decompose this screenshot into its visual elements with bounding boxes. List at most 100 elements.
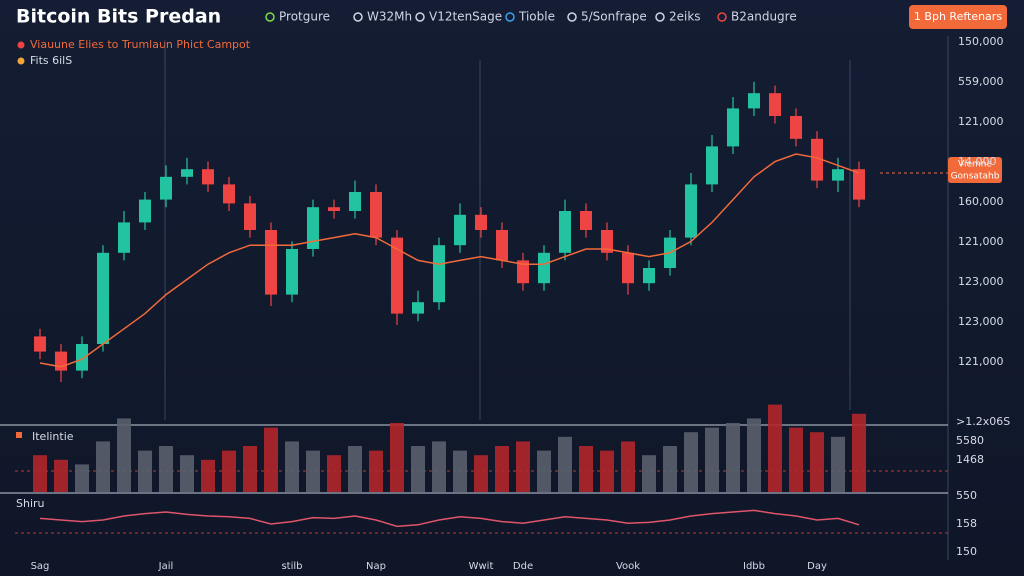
legend-label: Viauune Elies to Trumlaun Phict Campot xyxy=(30,38,251,51)
volume-bar xyxy=(642,455,656,492)
action-button[interactable] xyxy=(909,5,1007,29)
volume-bar xyxy=(705,427,719,492)
tab-label[interactable]: V12tenSage xyxy=(429,10,502,24)
candle-body xyxy=(286,249,298,295)
x-tick-label: Wwit xyxy=(469,561,494,572)
candle-body xyxy=(118,222,130,253)
x-tick-label: Jail xyxy=(158,561,174,572)
action-button-label[interactable]: 1 Bph Reftenars xyxy=(914,10,1002,23)
volume-bar xyxy=(516,441,530,492)
tab-label[interactable]: W32Mh xyxy=(367,10,412,24)
volume-bar xyxy=(33,455,47,492)
candle-body xyxy=(496,230,508,261)
volume-bar xyxy=(558,436,572,492)
rsi-axis-label: 158 xyxy=(956,517,977,530)
tab-bar: Protgure W32Mh V12tenSage Tioble 5/Sonfrape 2… xyxy=(265,10,797,24)
volume-bar xyxy=(411,446,425,492)
tab-label[interactable]: B2andugre xyxy=(731,10,797,24)
volume-bar xyxy=(432,441,446,492)
panel-icon xyxy=(16,432,22,438)
volume-bar xyxy=(810,432,824,492)
volume-bar xyxy=(726,423,740,492)
candle-body xyxy=(706,146,718,185)
price-tag-label: Gonsatahb xyxy=(951,172,1000,182)
price-axis-label: 559,000 xyxy=(958,75,1004,88)
volume-bar xyxy=(138,450,152,492)
candle-body xyxy=(538,252,550,284)
volume-bar xyxy=(474,455,488,492)
volume-bar xyxy=(453,450,467,492)
tab-icon xyxy=(567,12,577,22)
candle-body xyxy=(202,169,214,185)
rsi-title: Shiru xyxy=(16,497,45,510)
volume-bar xyxy=(348,446,362,492)
candle-body xyxy=(853,169,865,200)
price-axis-label: 14,000 xyxy=(958,155,997,168)
rsi-line xyxy=(39,509,860,528)
price-axis-label: 160,000 xyxy=(958,195,1004,208)
candle-body xyxy=(307,207,319,249)
candle-body xyxy=(55,351,67,371)
tab-label[interactable]: 5/Sonfrape xyxy=(581,10,647,24)
tab-icon xyxy=(415,12,425,22)
candle-body xyxy=(265,230,277,295)
candle-body xyxy=(727,108,739,147)
candle-body xyxy=(748,93,760,109)
candle-body xyxy=(391,237,403,314)
candle-body xyxy=(328,207,340,211)
price-tag-label: Viemne xyxy=(958,160,992,170)
tab-label[interactable]: Protgure xyxy=(279,10,330,24)
candle-body xyxy=(349,192,361,211)
volume-bar xyxy=(789,427,803,492)
rsi-axis-label: 150 xyxy=(956,545,977,558)
volume-bar xyxy=(201,459,215,492)
volume-bar xyxy=(747,418,761,492)
volume-axis-label: >1.2x06S xyxy=(956,415,1010,428)
x-tick-label: Nap xyxy=(366,561,386,572)
volume-bar xyxy=(117,418,131,492)
volume-bar xyxy=(852,413,866,492)
candle-body xyxy=(475,214,487,230)
candle-body xyxy=(139,199,151,223)
candle-body xyxy=(370,192,382,238)
x-tick-label: stilb xyxy=(281,561,302,572)
price-axis-label: 123,000 xyxy=(958,275,1004,288)
volume-title: Itelintie xyxy=(32,430,74,443)
volume-bar xyxy=(684,432,698,492)
price-axis-label: 121,000 xyxy=(958,115,1004,128)
tab-icon xyxy=(265,12,275,22)
x-tick-label: Vook xyxy=(616,561,640,572)
volume-bar xyxy=(327,455,341,492)
price-axis-label: 123,000 xyxy=(958,315,1004,328)
tab-label[interactable]: Tioble xyxy=(518,10,555,24)
candle-body xyxy=(160,176,172,200)
legend-dot xyxy=(17,41,25,49)
volume-bar xyxy=(306,450,320,492)
volume-bar xyxy=(75,464,89,492)
volume-bar xyxy=(579,446,593,492)
tab-label[interactable]: 2eiks xyxy=(669,10,701,24)
x-tick-label: Day xyxy=(807,561,827,572)
rsi-axis-label: 550 xyxy=(956,489,977,502)
candle-body xyxy=(601,230,613,253)
candle-body xyxy=(244,203,256,230)
volume-bar xyxy=(663,446,677,492)
volume-bar xyxy=(831,436,845,492)
volume-bar xyxy=(264,427,278,492)
candle-body xyxy=(517,260,529,284)
volume-axis-label: 5580 xyxy=(956,434,984,447)
vertical-guides xyxy=(164,36,949,560)
candle-body xyxy=(76,344,88,371)
candle-body xyxy=(181,169,193,177)
volume-bar xyxy=(621,441,635,492)
candle-body xyxy=(223,184,235,204)
candle-body xyxy=(433,245,445,303)
volume-bar xyxy=(390,423,404,492)
volume-bar xyxy=(222,450,236,492)
candle-body xyxy=(559,211,571,253)
candle-body xyxy=(685,184,697,238)
candle-body xyxy=(34,336,46,352)
volume-bar xyxy=(768,404,782,492)
